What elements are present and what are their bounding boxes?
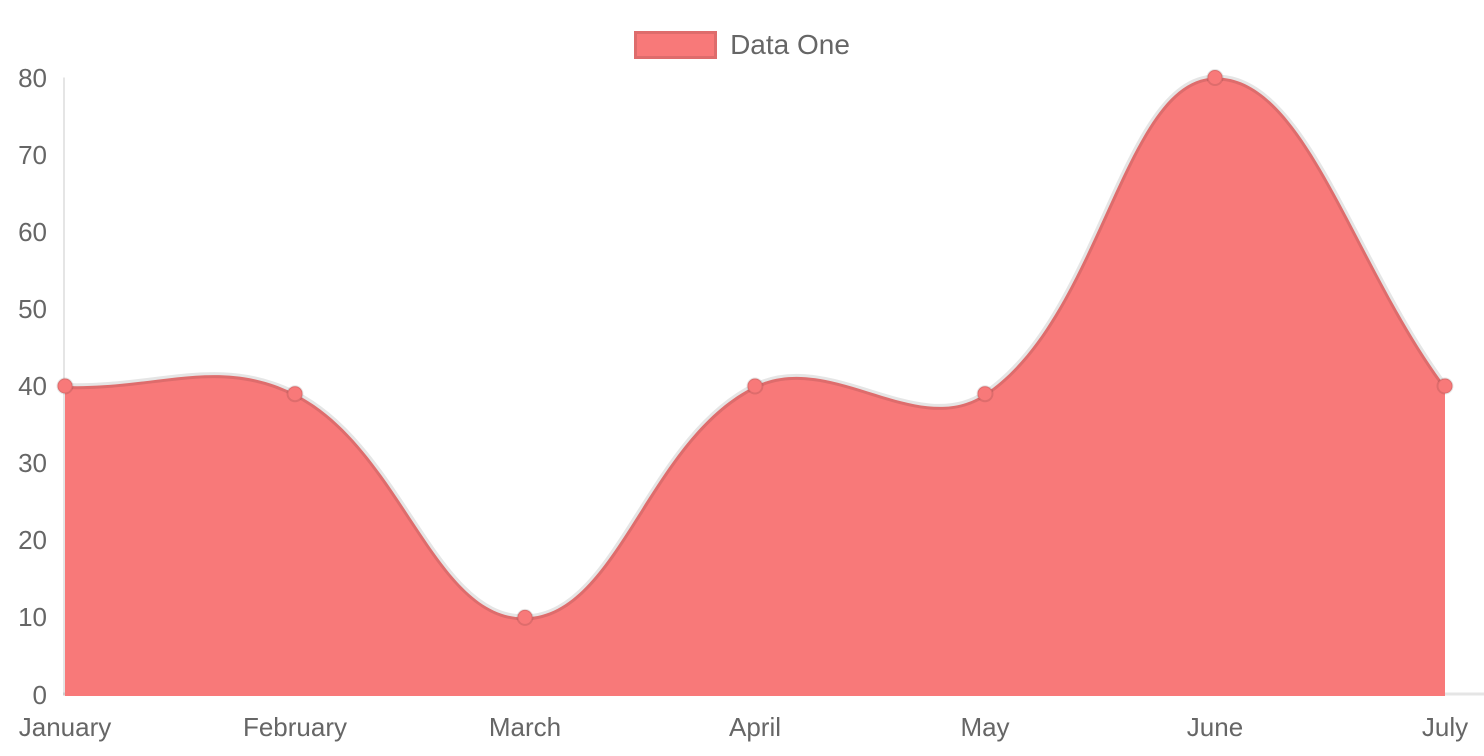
y-tick-label: 30 <box>18 448 47 479</box>
y-tick-label: 80 <box>18 62 47 93</box>
data-point-january[interactable] <box>56 377 74 395</box>
y-tick-label: 60 <box>18 216 47 247</box>
data-point-february[interactable] <box>286 385 304 403</box>
x-tick-label: February <box>242 712 348 742</box>
y-tick-label: 10 <box>18 602 47 633</box>
y-tick-label: 50 <box>18 293 47 324</box>
data-point-may[interactable] <box>976 385 994 403</box>
x-tick-label: July <box>1421 712 1469 742</box>
legend-label: Data One <box>730 29 850 60</box>
data-point-april[interactable] <box>746 377 764 395</box>
x-tick-label: April <box>728 712 781 742</box>
y-tick-label: 40 <box>18 371 47 401</box>
data-point-june[interactable] <box>1206 69 1224 86</box>
legend-swatch <box>634 31 718 59</box>
y-tick-label: 0 <box>32 679 47 710</box>
y-tick-label: 70 <box>18 139 47 170</box>
y-tick-label: 20 <box>18 525 47 556</box>
x-tick-label: May <box>960 712 1010 742</box>
legend-item-data-one[interactable]: Data One <box>634 30 850 60</box>
data-point-march[interactable] <box>516 608 534 626</box>
x-tick-label: June <box>1186 712 1244 742</box>
chart-legend: Data One <box>0 30 1484 60</box>
x-tick-label: March <box>488 712 562 742</box>
x-tick-label: January <box>18 712 112 742</box>
data-point-july[interactable] <box>1436 377 1454 395</box>
